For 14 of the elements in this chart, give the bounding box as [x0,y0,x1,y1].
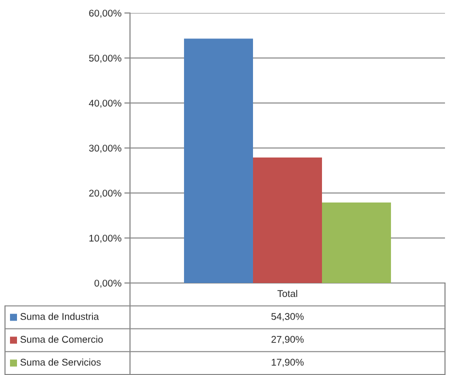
y-tick-label: 40,00% [88,100,122,108]
text: 27,90% [272,336,304,344]
y-tick-label: 0,00% [94,280,122,288]
y-tick-label: 30,00% [89,144,122,153]
legend-label: Suma de Comercio [20,336,103,343]
legend-label: Suma de Servicios [20,358,101,366]
x-tick-label: Total [277,290,298,298]
y-tick-label: 60,00% [89,10,122,18]
y-tick-label: 50,00% [89,54,122,63]
text: 54,30% [271,313,304,322]
legend-label: Suma de Industria [20,312,99,320]
text: 17,90% [272,358,304,367]
y-tick-label: 20,00% [89,190,122,198]
y-tick-label: 10,00% [89,234,122,243]
